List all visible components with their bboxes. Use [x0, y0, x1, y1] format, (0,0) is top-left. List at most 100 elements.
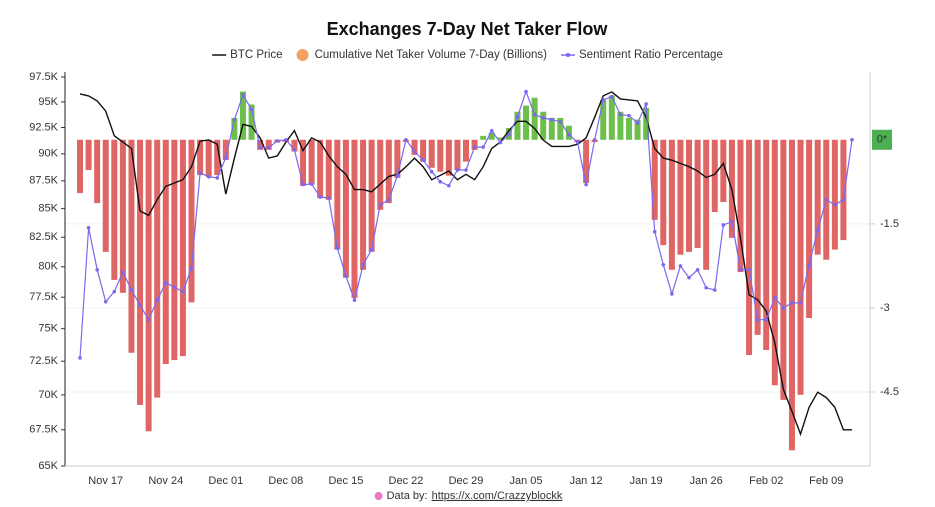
- bar: [325, 139, 332, 200]
- bar: [351, 139, 358, 298]
- legend-label: BTC Price: [230, 49, 282, 61]
- legend-swatch: [296, 49, 309, 61]
- point: [429, 169, 434, 174]
- point: [155, 298, 159, 302]
- bar: [677, 139, 684, 255]
- point: [670, 292, 674, 296]
- bar: [617, 111, 624, 140]
- point: [652, 229, 657, 234]
- bar: [445, 139, 452, 176]
- bar: [214, 139, 221, 176]
- point: [224, 155, 228, 160]
- bar: [317, 139, 324, 199]
- point: [86, 225, 91, 230]
- point: [773, 296, 777, 300]
- bar: [651, 139, 658, 220]
- point: [738, 268, 743, 272]
- bar: [806, 139, 813, 319]
- point: [695, 268, 700, 272]
- bar: [797, 139, 804, 395]
- bar: [523, 105, 530, 140]
- point: [790, 301, 794, 305]
- bar: [840, 139, 847, 241]
- bar: [119, 139, 126, 293]
- bar: [565, 125, 572, 140]
- y-tick-label: 85K: [38, 203, 58, 215]
- point: [404, 137, 408, 142]
- point: [78, 356, 82, 360]
- bar: [746, 139, 753, 356]
- point: [447, 183, 451, 188]
- bar: [334, 139, 341, 250]
- point: [618, 112, 623, 117]
- point: [841, 197, 846, 202]
- bar: [360, 139, 367, 270]
- y-tick-label: 75K: [38, 323, 58, 335]
- point: [206, 174, 211, 179]
- bar: [437, 139, 444, 172]
- bar: [308, 139, 315, 185]
- chart-title: Exchanges 7-Day Net Taker Flow: [327, 19, 609, 39]
- x-tick-label: Nov 17: [88, 475, 123, 487]
- bar: [420, 139, 427, 162]
- bar: [703, 139, 710, 270]
- point: [584, 182, 588, 187]
- line: [79, 89, 853, 358]
- point: [121, 270, 125, 274]
- bar: [780, 139, 787, 400]
- point: [438, 180, 443, 184]
- point: [215, 176, 220, 180]
- x-tick-label: Dec 22: [389, 475, 424, 487]
- y-tick-label: 77.5K: [29, 291, 58, 303]
- point: [704, 285, 708, 290]
- source-link[interactable]: https://x.com/Crazzyblockk: [432, 490, 563, 502]
- x-tick-label: Dec 29: [449, 475, 484, 487]
- bar: [557, 117, 564, 140]
- point: [455, 168, 460, 172]
- bar: [643, 107, 650, 140]
- point: [275, 139, 280, 143]
- x-tick-label: Feb 02: [749, 475, 783, 487]
- point: [747, 268, 751, 272]
- bar: [394, 139, 401, 178]
- bar: [497, 137, 504, 140]
- bar: [300, 139, 307, 186]
- point: [412, 149, 417, 154]
- bar: [540, 111, 547, 140]
- bar: [763, 139, 770, 350]
- bar: [625, 117, 632, 140]
- bar: [128, 139, 135, 353]
- y2-tick-label: -4.5: [880, 386, 899, 398]
- bar: [531, 97, 538, 140]
- bar: [711, 139, 718, 213]
- source: Data by: https://x.com/Crazzyblockk: [374, 490, 563, 502]
- point: [284, 137, 288, 142]
- point: [712, 288, 717, 292]
- badge: [872, 129, 892, 150]
- bar: [411, 139, 418, 155]
- bar: [548, 117, 555, 140]
- point: [610, 94, 614, 99]
- bar: [608, 95, 615, 140]
- bar: [831, 139, 838, 250]
- bar: [600, 99, 607, 140]
- point: [472, 145, 477, 149]
- point: [95, 268, 99, 272]
- point: [730, 219, 734, 224]
- point: [678, 264, 683, 268]
- bar: [788, 139, 795, 451]
- bar: [488, 132, 495, 140]
- bar: [814, 139, 821, 255]
- bar: [85, 139, 92, 171]
- point: [549, 117, 554, 122]
- legend-label: Sentiment Ratio Percentage: [579, 49, 723, 61]
- bar: [239, 91, 246, 140]
- point: [172, 285, 177, 289]
- point: [146, 317, 151, 322]
- point: [824, 197, 829, 202]
- bar: [231, 117, 238, 140]
- bar: [377, 139, 384, 210]
- bar: [660, 139, 667, 246]
- point: [335, 246, 340, 250]
- y-tick-label: 65K: [38, 460, 58, 472]
